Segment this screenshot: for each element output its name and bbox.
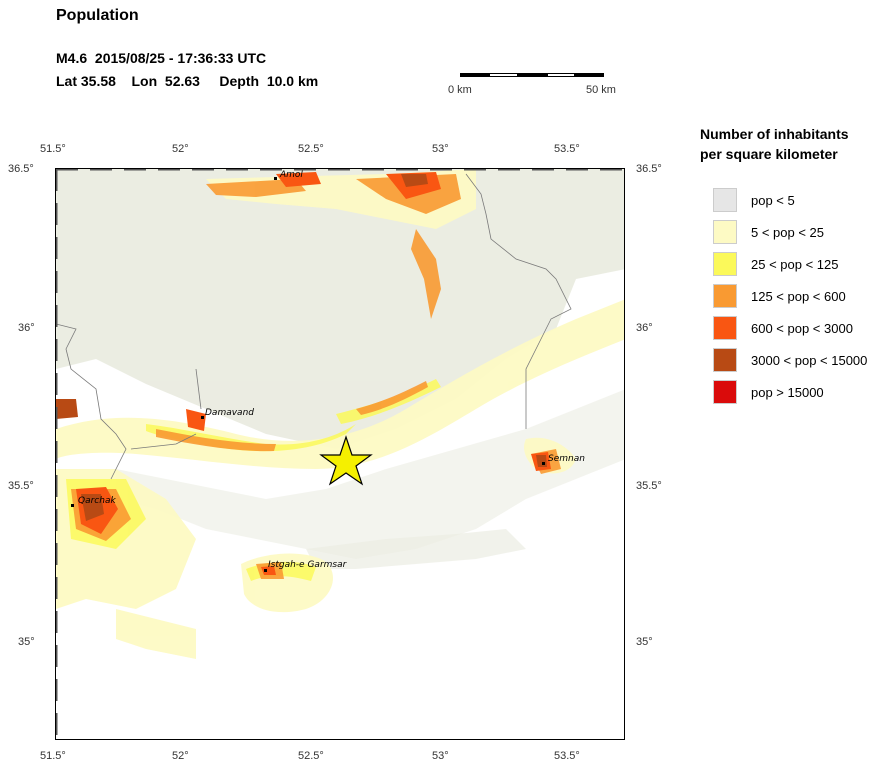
legend-swatch [713,284,737,308]
location-info: Lat 35.58 Lon 52.63 Depth 10.0 km [56,73,319,89]
legend-label: pop < 5 [751,193,795,208]
border-lines [56,173,572,480]
legend-label: 5 < pop < 25 [751,225,825,240]
lon-label-bottom: 53.5° [554,750,580,762]
legend-label: 125 < pop < 600 [751,289,846,304]
legend-swatch [713,380,737,404]
star-icon[interactable] [319,435,373,486]
lat-label-right: 35.5° [636,480,662,492]
lon-label-top: 53.5° [554,143,580,155]
map-title: Population [56,7,139,24]
low-density-layer [56,169,624,569]
legend-label: 25 < pop < 125 [751,257,839,272]
legend-swatch [713,252,737,276]
legend-title-line2: per square kilometer [700,146,838,162]
city-label-garmsar: Istgah-e Garmsar [268,560,348,570]
legend-swatch [713,220,737,244]
lon-label-bottom: 52.5° [298,750,324,762]
lat-label-right: 36.5° [636,163,662,175]
city-marker-qarchak [71,504,74,507]
lon-label-bottom: 53° [432,750,449,762]
city-label-qarchak: Qarchak [78,496,116,506]
lon-label-bottom: 52° [172,750,189,762]
darkred-density-layer [56,174,547,521]
scale-end-label: 50 km [586,84,616,96]
map-canvas: Amol Damavand Semnan Qarchak Istgah-e Ga… [56,169,624,739]
city-marker-damavand [201,416,204,419]
legend-swatch [713,348,737,372]
city-marker-semnan [542,462,545,465]
lon-label-top: 52° [172,143,189,155]
lat-label-right: 35° [636,636,653,648]
scale-start-label: 0 km [448,84,472,96]
legend-label: pop > 15000 [751,385,824,400]
legend-title-line1: Number of inhabitants [700,126,849,142]
legend-swatch [713,316,737,340]
lat-label-left: 36.5° [8,163,34,175]
city-markers: Amol Damavand Semnan Qarchak Istgah-e Ga… [71,170,585,572]
legend-label: 600 < pop < 3000 [751,321,853,336]
lat-label-right: 36° [636,322,653,334]
city-label-amol: Amol [279,170,303,180]
city-label-damavand: Damavand [205,408,254,418]
legend-label: 3000 < pop < 15000 [751,353,868,368]
lon-label-bottom: 51.5° [40,750,66,762]
event-info: M4.6 2015/08/25 - 17:36:33 UTC [56,50,267,66]
city-label-semnan: Semnan [548,454,585,464]
city-marker-amol [274,177,277,180]
lon-label-top: 52.5° [298,143,324,155]
lat-label-left: 35° [18,636,35,648]
legend-swatch [713,188,737,212]
lat-label-left: 35.5° [8,480,34,492]
lon-label-top: 53° [432,143,449,155]
legend-title: Number of inhabitants per square kilomet… [700,124,880,164]
population-map[interactable]: Amol Damavand Semnan Qarchak Istgah-e Ga… [55,168,625,740]
city-marker-garmsar [264,569,267,572]
lon-label-top: 51.5° [40,143,66,155]
lat-label-left: 36° [18,322,35,334]
